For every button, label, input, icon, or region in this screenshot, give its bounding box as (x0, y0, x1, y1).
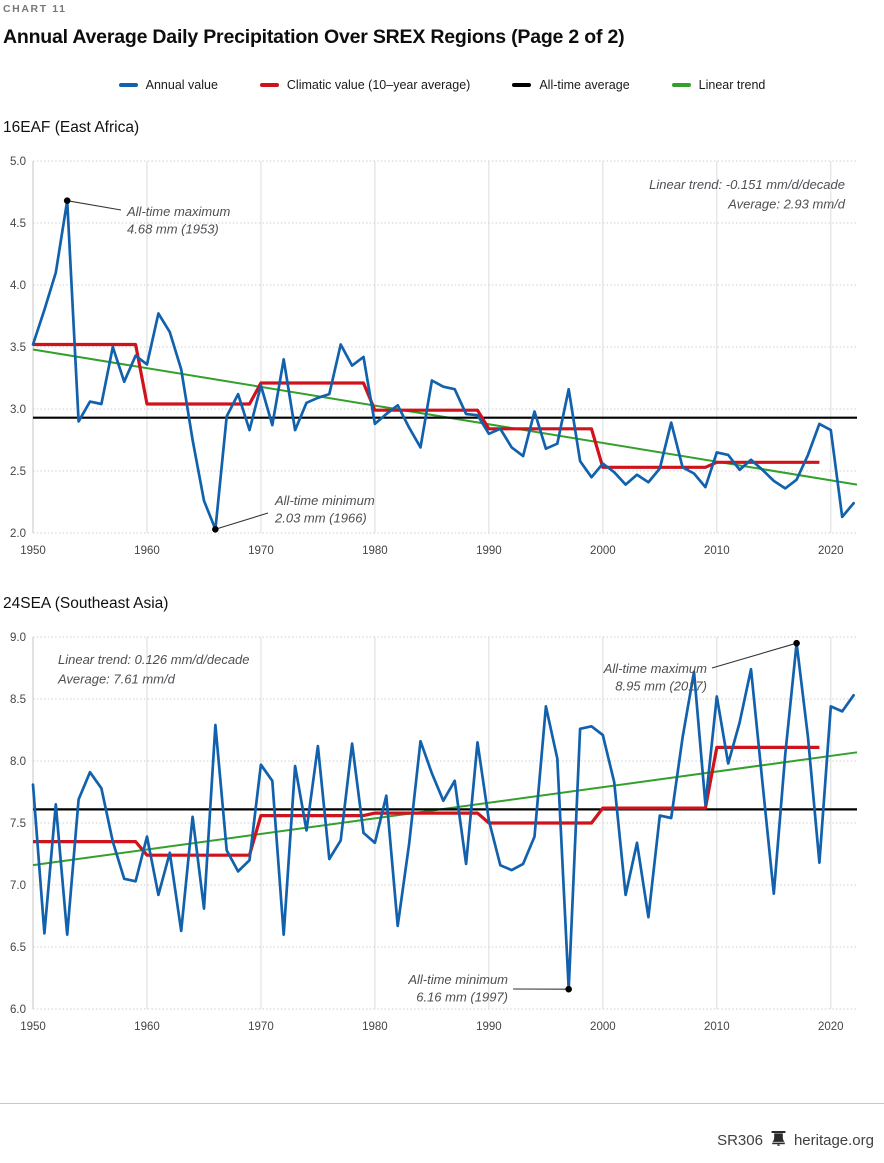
y-tick-label: 4.5 (10, 218, 26, 230)
x-tick-label: 2010 (704, 1021, 730, 1033)
y-tick-label: 6.5 (10, 942, 26, 954)
y-tick-label: 9.0 (10, 632, 26, 644)
chart-number-label: CHART 11 (3, 3, 67, 15)
legend-label: All-time average (539, 78, 630, 92)
x-tick-label: 1990 (476, 545, 502, 557)
x-tick-label: 2020 (818, 545, 844, 557)
trend-info-text: Average: 7.61 mm/d (57, 672, 176, 687)
all-time-maximum-marker (63, 197, 71, 204)
all-time-maximum-leader-line (711, 642, 797, 669)
section-title: 16EAF (East Africa) (3, 119, 140, 136)
trend-info-text: Linear trend: -0.151 mm/d/decade (649, 177, 845, 192)
all-time-maximum-label: All-time maximum (603, 661, 707, 676)
all-time-minimum-marker (212, 525, 219, 533)
y-tick-label: 2.5 (10, 466, 26, 478)
x-tick-label: 2000 (590, 1021, 616, 1033)
annual-value-line (31, 641, 855, 991)
x-tick-label: 2020 (818, 1021, 844, 1033)
all-time-minimum-label: 6.16 mm (1997) (416, 990, 508, 1005)
heritage-bell-icon (770, 1130, 787, 1150)
climatic-value-line (33, 745, 820, 857)
legend-swatch-icon (512, 83, 532, 87)
x-tick-label: 1990 (476, 1021, 502, 1033)
footer-site: heritage.org (793, 1131, 874, 1149)
legend-item: Linear trend (671, 78, 766, 92)
all-time-minimum-marker (565, 985, 572, 993)
climatic-value-line (33, 342, 820, 469)
x-tick-label: 1970 (248, 1021, 274, 1033)
all-time-maximum-leader-line (67, 200, 122, 211)
legend-label: Linear trend (698, 78, 766, 92)
all-time-minimum-label: 2.03 mm (1966) (274, 511, 367, 526)
page-title: Annual Average Daily Precipitation Over … (3, 26, 625, 48)
x-tick-label: 1970 (248, 545, 274, 557)
x-tick-label: 1960 (134, 545, 160, 557)
all-time-minimum-leader-line (215, 512, 269, 530)
x-tick-label: 1950 (20, 545, 46, 557)
all-time-minimum-label: All-time minimum (407, 972, 508, 987)
legend: Annual value Climatic value (10–year aver… (0, 78, 884, 92)
x-tick-label: 1960 (134, 1021, 160, 1033)
all-time-maximum-label: All-time maximum (126, 204, 230, 219)
y-tick-label: 3.5 (10, 342, 26, 354)
footer-divider (0, 1103, 884, 1104)
y-tick-label: 7.0 (10, 880, 26, 892)
legend-swatch-icon (118, 83, 138, 87)
y-tick-label: 5.0 (10, 156, 26, 168)
x-tick-label: 2000 (590, 545, 616, 557)
y-tick-label: 8.5 (10, 694, 26, 706)
legend-label: Climatic value (10–year average) (286, 78, 471, 92)
y-tick-label: 6.0 (10, 1004, 26, 1016)
legend-swatch-icon (259, 83, 279, 87)
legend-swatch-icon (671, 83, 691, 87)
x-tick-label: 1980 (362, 545, 388, 557)
annual-value-line (31, 199, 855, 531)
all-time-maximum-label: 4.68 mm (1953) (127, 222, 219, 237)
footer: SR306 heritage.org (717, 1130, 874, 1150)
precipitation-chart-2: 1950 1960 1970 1980 1990 2000 2010 2020 9.0 8.5 8.… (10, 632, 858, 1033)
legend-item: Annual value (118, 78, 218, 92)
y-tick-label: 2.0 (10, 528, 26, 540)
section-title: 24SEA (Southeast Asia) (3, 595, 169, 612)
all-time-maximum-label: 8.95 mm (2017) (615, 679, 707, 694)
all-time-minimum-label: All-time minimum (274, 493, 375, 508)
trend-info-text: Average: 2.93 mm/d (727, 197, 846, 212)
report-id: SR306 (717, 1131, 763, 1149)
legend-label: Annual value (145, 78, 218, 92)
trend-info-text: Linear trend: 0.126 mm/d/decade (58, 652, 250, 667)
y-tick-label: 8.0 (10, 756, 26, 768)
x-tick-label: 1980 (362, 1021, 388, 1033)
precipitation-chart-1: 1950 1960 1970 1980 1990 2000 2010 2020 5.0 4.5 4.… (10, 156, 858, 557)
legend-item: Climatic value (10–year average) (259, 78, 471, 92)
legend-item: All-time average (512, 78, 630, 92)
all-time-maximum-marker (793, 639, 800, 647)
y-tick-label: 7.5 (10, 818, 26, 830)
y-tick-label: 4.0 (10, 280, 26, 292)
x-tick-label: 1950 (20, 1021, 46, 1033)
x-tick-label: 2010 (704, 545, 730, 557)
y-tick-label: 3.0 (10, 404, 26, 416)
